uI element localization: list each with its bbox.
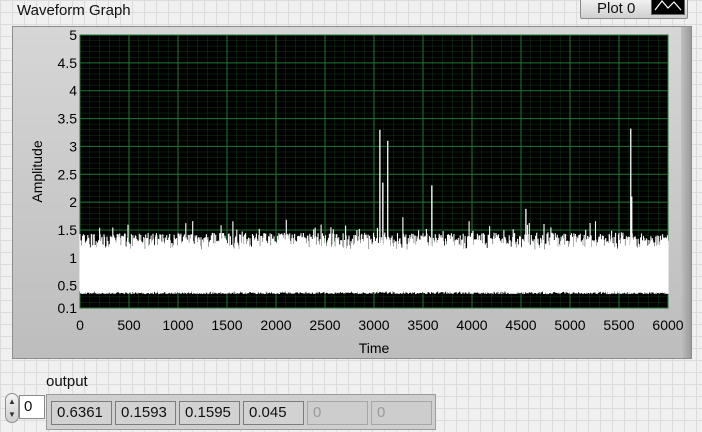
trace-band bbox=[79, 217, 669, 295]
trace-spikes bbox=[379, 128, 633, 247]
x-tick-label: 2000 bbox=[260, 317, 291, 333]
decrement-arrow-icon[interactable]: ▼ bbox=[8, 410, 16, 419]
output-array: 0.6361 0.1593 0.1595 0.045 0 0 bbox=[46, 394, 436, 430]
graph-title: Waveform Graph bbox=[17, 2, 131, 19]
array-element[interactable]: 0.1595 bbox=[179, 401, 240, 425]
x-tick-label: 5500 bbox=[603, 317, 634, 333]
array-element[interactable]: 0.1593 bbox=[115, 401, 176, 425]
x-tick-label: 3000 bbox=[358, 317, 389, 333]
plot-legend[interactable]: Plot 0 bbox=[580, 0, 688, 19]
y-tick-label: 1 bbox=[69, 250, 77, 266]
x-tick-label: 1000 bbox=[162, 317, 193, 333]
increment-arrow-icon[interactable]: ▲ bbox=[8, 397, 16, 406]
index-spinner[interactable]: ▲ ▼ bbox=[5, 393, 19, 423]
array-element[interactable]: 0.045 bbox=[243, 401, 304, 425]
x-tick-label: 500 bbox=[117, 317, 141, 333]
y-tick-label: 5 bbox=[69, 27, 77, 43]
y-tick-label: 1.5 bbox=[58, 222, 78, 238]
plot-legend-label: Plot 0 bbox=[597, 0, 636, 17]
x-axis-label: Time bbox=[359, 340, 390, 356]
graph-frame-rim bbox=[681, 27, 691, 358]
x-tick-label: 2500 bbox=[309, 317, 340, 333]
x-tick-label: 1500 bbox=[211, 317, 242, 333]
y-tick-label: 2.5 bbox=[58, 166, 78, 182]
x-tick-label: 4500 bbox=[505, 317, 536, 333]
y-axis-label: Amplitude bbox=[29, 140, 45, 202]
x-tick-label: 5000 bbox=[554, 317, 585, 333]
x-axis-ticks: 0 500 1000 1500 2000 2500 3000 3500 4000 4500 5000… bbox=[76, 317, 684, 333]
array-index-value[interactable]: 0 bbox=[19, 395, 45, 419]
plot-line-style-icon[interactable] bbox=[651, 0, 685, 15]
y-tick-label: 3 bbox=[69, 138, 77, 154]
y-tick-label: 4.5 bbox=[58, 55, 78, 71]
y-tick-label: 3.5 bbox=[58, 111, 78, 127]
array-element-empty[interactable]: 0 bbox=[371, 401, 432, 425]
y-tick-label: 2 bbox=[69, 194, 77, 210]
array-element[interactable]: 0.6361 bbox=[51, 401, 112, 425]
y-tick-label: 0.1 bbox=[58, 300, 78, 316]
array-index-control[interactable]: ▲ ▼ 0 bbox=[3, 393, 45, 425]
trace-band-core bbox=[80, 249, 668, 283]
x-tick-label: 4000 bbox=[456, 317, 487, 333]
x-tick-label: 3500 bbox=[407, 317, 438, 333]
y-tick-label: 0.5 bbox=[58, 278, 78, 294]
y-axis-ticks: 5 4.5 4 3.5 3 2.5 2 1.5 1 0.5 0.1 bbox=[58, 27, 78, 316]
array-element-empty[interactable]: 0 bbox=[307, 401, 368, 425]
y-tick-label: 4 bbox=[69, 83, 77, 99]
x-tick-label: 6000 bbox=[652, 317, 683, 333]
output-array-label: output bbox=[46, 373, 88, 390]
x-tick-label: 0 bbox=[76, 317, 84, 333]
